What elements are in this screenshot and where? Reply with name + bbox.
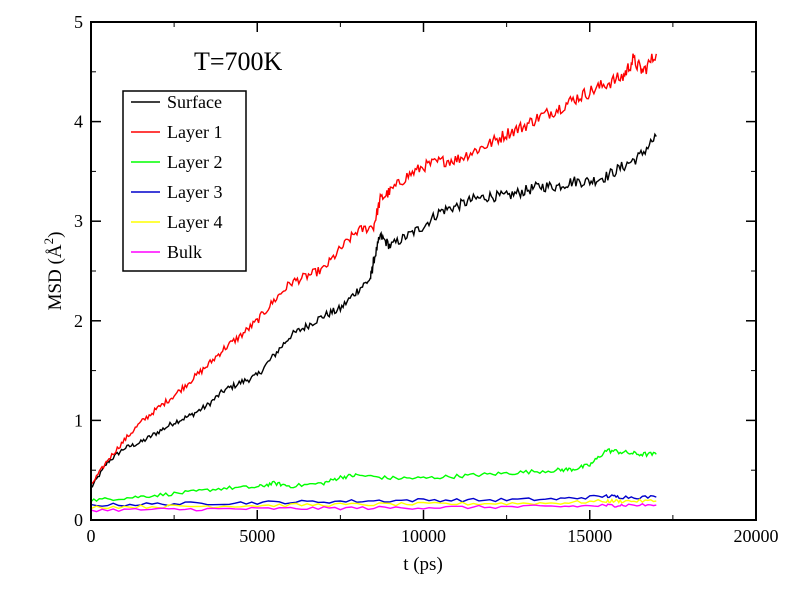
- series-layer: [90, 53, 657, 513]
- series-line-surface: [90, 132, 657, 489]
- y-axis-title: MSD (Å2): [41, 232, 66, 311]
- legend-label: Layer 4: [167, 212, 222, 232]
- x-tick-label: 10000: [401, 526, 446, 546]
- y-axis-title-unit: Å: [45, 244, 66, 258]
- legend: Surface Layer 1 Layer 2 Layer 3 Layer 4 Bulk: [122, 90, 247, 272]
- x-tick-label: 0: [87, 526, 96, 546]
- y-tick-label: 0: [74, 510, 83, 530]
- legend-item-layer-2: Layer 2: [131, 152, 222, 172]
- y-axis-title-close: ): [45, 232, 66, 238]
- svg-text:MSD (Å2): MSD (Å2): [41, 232, 66, 311]
- y-tick-label: 3: [74, 211, 83, 231]
- series-line-layer-4: [90, 498, 657, 510]
- x-axis-title: t (ps): [403, 554, 443, 575]
- series-line-layer-3: [90, 493, 657, 507]
- legend-item-bulk: Bulk: [131, 242, 202, 262]
- y-axis-title-main: MSD (: [45, 258, 66, 310]
- x-tick-label: 5000: [239, 526, 275, 546]
- legend-label: Bulk: [167, 242, 202, 262]
- legend-item-surface: Surface: [131, 92, 222, 112]
- labels-layer: 0 5000 10000 15000 20000 0 1 2 3 4 5: [74, 12, 779, 546]
- series-line-layer-2: [90, 447, 657, 503]
- legend-item-layer-3: Layer 3: [131, 182, 222, 202]
- y-axis-title-sup: 2: [41, 238, 56, 245]
- x-tick-label: 15000: [567, 526, 612, 546]
- y-tick-label: 4: [74, 112, 83, 132]
- series-line-layer-1: [90, 53, 657, 485]
- legend-label: Surface: [167, 92, 222, 112]
- y-tick-label: 2: [74, 311, 83, 331]
- legend-box: [122, 90, 247, 272]
- legend-items: Surface Layer 1 Layer 2 Layer 3 Layer 4 Bulk: [131, 92, 222, 262]
- legend-label: Layer 1: [167, 122, 222, 142]
- series-line-bulk: [90, 502, 657, 513]
- legend-label: Layer 2: [167, 152, 222, 172]
- x-tick-label: 20000: [734, 526, 779, 546]
- legend-item-layer-4: Layer 4: [131, 212, 222, 232]
- ticks-layer: [90, 21, 757, 521]
- y-tick-label: 5: [74, 12, 83, 32]
- legend-label: Layer 3: [167, 182, 222, 202]
- y-tick-label: 1: [74, 410, 83, 430]
- temperature-annotation: T=700K: [194, 47, 283, 76]
- legend-item-layer-1: Layer 1: [131, 122, 222, 142]
